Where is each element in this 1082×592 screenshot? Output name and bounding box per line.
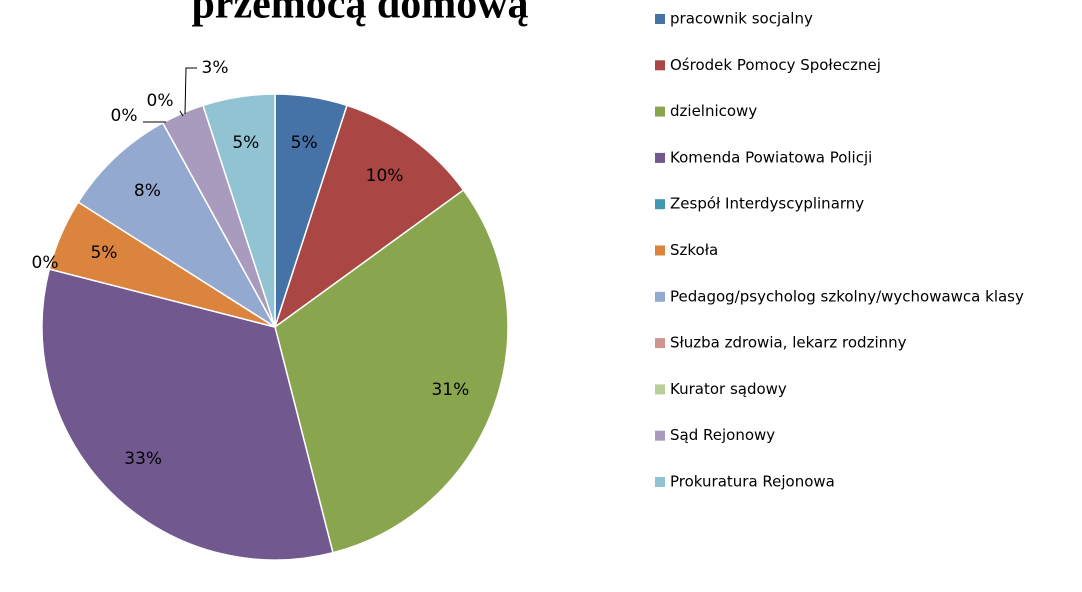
legend-text: Pedagog/psycholog szkolny/wychowawca kla… <box>670 287 1024 305</box>
legend-text: pracownik socjalny <box>670 10 813 28</box>
pie-slice <box>273 104 465 329</box>
data-label: 0% <box>111 106 138 126</box>
pie-slice <box>202 93 276 328</box>
legend-swatch <box>655 291 665 302</box>
data-label: 3% <box>202 58 229 78</box>
legend-text: Prokuratura Rejonowa <box>670 473 835 491</box>
legend-swatch <box>655 245 665 256</box>
legend-text: Kurator sądowy <box>670 380 787 398</box>
legend-swatch <box>655 106 665 117</box>
legend-swatch <box>655 430 665 441</box>
data-label: 10% <box>366 166 404 186</box>
legend-swatch <box>655 338 665 349</box>
leader-line <box>184 67 197 115</box>
data-label: 31% <box>431 380 469 400</box>
leader-line <box>179 110 184 117</box>
pie-slice <box>77 121 276 328</box>
legend-text: dzielnicowy <box>670 102 757 120</box>
legend-text: Sąd Rejonowy <box>670 426 775 444</box>
legend-swatch <box>655 477 665 487</box>
legend-text: Słuzba zdrowia, lekarz rodzinny <box>670 334 907 352</box>
legend-text: Zespół Interdyscyplinarny <box>670 195 864 213</box>
legend-swatch <box>655 384 665 395</box>
chart-title: przemocą domową <box>191 0 528 28</box>
data-label: 5% <box>232 133 259 153</box>
data-label: 0% <box>147 91 174 111</box>
legend-swatch <box>655 14 665 24</box>
legend-text: Ośrodek Pomocy Społecznej <box>670 56 881 74</box>
data-label: 8% <box>134 181 161 201</box>
legend-text: Komenda Powiatowa Policji <box>670 148 872 166</box>
data-label: 33% <box>124 449 162 469</box>
data-label: 0% <box>32 253 59 273</box>
pie-slice <box>41 268 334 561</box>
legend-text: Szkoła <box>670 241 718 259</box>
legend-swatch <box>655 199 665 210</box>
data-label: 5% <box>90 243 117 263</box>
data-label: 5% <box>291 133 318 153</box>
pie-slice <box>274 188 509 554</box>
legend-swatch <box>655 152 665 163</box>
legend-swatch <box>655 60 665 71</box>
